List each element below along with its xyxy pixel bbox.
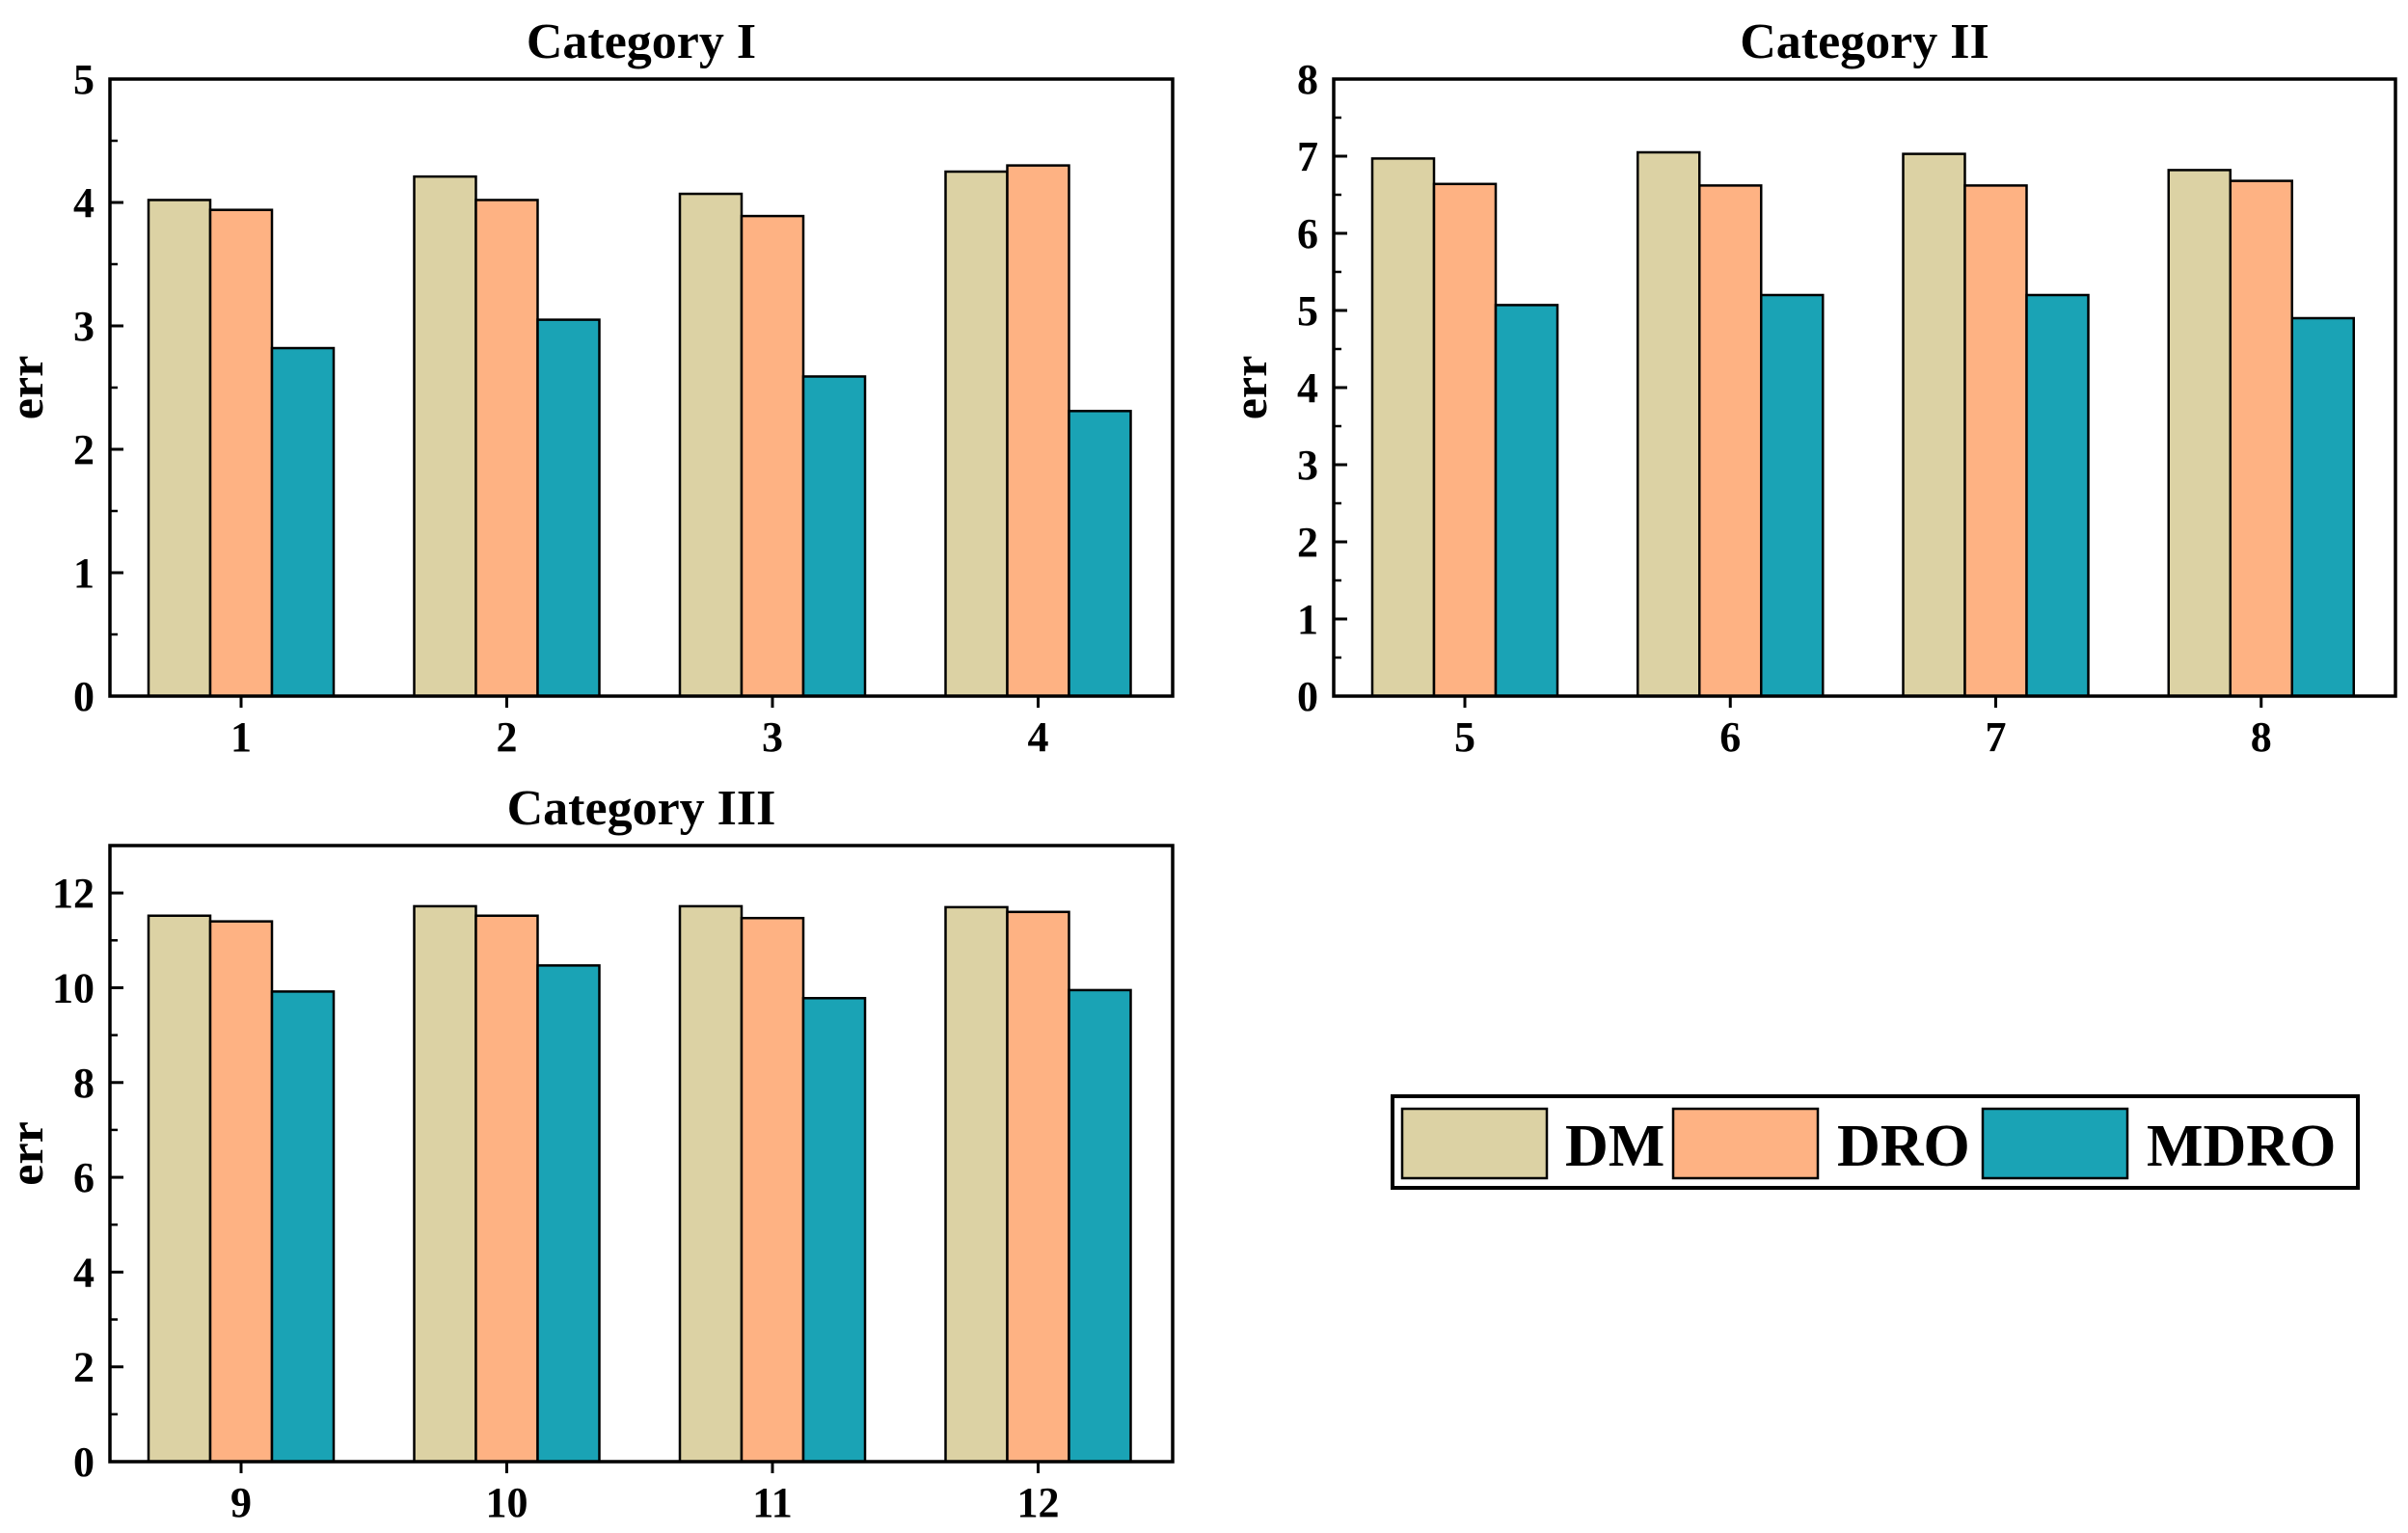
y-tick-label: 4 (73, 179, 95, 227)
y-tick-label: 2 (73, 426, 95, 473)
bar-mdro-10 (536, 964, 601, 1464)
x-tick-label: 9 (230, 1479, 252, 1526)
chart-title: Category III (507, 781, 776, 836)
y-axis-label: err (0, 1121, 53, 1186)
bar-mdro-4 (1068, 410, 1132, 698)
y-tick-label: 3 (1297, 442, 1318, 489)
bar-dm-7 (1902, 152, 1966, 698)
bar-dro-1 (208, 208, 274, 698)
bar-dm-3 (678, 192, 744, 698)
bar-dro-10 (474, 914, 539, 1464)
y-tick-label: 1 (73, 550, 95, 597)
y-tick-label: 0 (73, 1439, 95, 1486)
y-axis-label: err (1223, 356, 1277, 420)
bar-dro-2 (474, 199, 539, 698)
bar-dro-7 (1963, 184, 2028, 698)
y-tick-label: 3 (73, 303, 95, 350)
bar-dm-2 (413, 175, 477, 698)
bar-mdro-7 (2025, 293, 2090, 698)
chart-title: Category I (527, 14, 756, 69)
y-tick-label: 1 (1297, 596, 1318, 643)
y-tick-label: 8 (73, 1060, 95, 1107)
y-tick-label: 10 (52, 964, 95, 1011)
x-tick-label: 1 (230, 713, 252, 761)
plot-frame (108, 77, 1175, 698)
bar-mdro-11 (801, 997, 867, 1464)
bar-mdro-6 (1760, 293, 1825, 698)
legend-swatch-dm (1400, 1107, 1549, 1180)
plot-frame (108, 844, 1175, 1464)
bar-dm-1 (147, 199, 212, 698)
legend-label-mdro: MDRO (2147, 1114, 2336, 1179)
bar-dro-8 (2229, 179, 2293, 698)
chart-title: Category II (1740, 14, 1989, 69)
bar-mdro-8 (2290, 316, 2355, 698)
bar-mdro-3 (801, 375, 867, 698)
y-tick-label: 0 (73, 673, 95, 720)
plot-frame (1332, 77, 2397, 698)
bar-dm-11 (678, 904, 744, 1464)
bar-dm-6 (1637, 150, 1701, 698)
x-tick-label: 8 (2251, 713, 2272, 761)
bar-dro-4 (1006, 164, 1070, 698)
bar-dro-6 (1698, 184, 1763, 698)
y-tick-label: 5 (73, 56, 95, 103)
y-tick-label: 6 (1297, 210, 1318, 257)
x-tick-label: 12 (1017, 1479, 1060, 1526)
bar-dm-10 (413, 904, 477, 1464)
bar-dro-12 (1006, 910, 1070, 1464)
y-tick-label: 5 (1297, 287, 1318, 335)
x-tick-label: 6 (1719, 713, 1741, 761)
y-tick-label: 12 (52, 870, 95, 917)
bar-dro-9 (208, 920, 274, 1464)
bar-dro-11 (740, 916, 805, 1464)
bar-dro-3 (740, 214, 805, 698)
bar-dm-4 (944, 170, 1009, 698)
bar-mdro-1 (270, 346, 336, 698)
chart-panel-2: Category II err 0 1 2 3 4 5 6 7 8 5 6 7 8 (1223, 14, 2397, 761)
x-tick-label: 5 (1454, 713, 1475, 761)
chart-panel-1: Category I err 0 1 2 3 4 5 1 2 3 4 (0, 14, 1175, 761)
bar-dm-12 (944, 905, 1009, 1464)
legend-label-dm: DM (1565, 1114, 1664, 1179)
legend-swatch-dro (1671, 1107, 1820, 1180)
bar-dm-9 (147, 914, 212, 1464)
chart-panel-3: Category III err 0 2 4 6 8 10 12 9 10 11 12 (0, 781, 1175, 1526)
x-tick-label: 7 (1986, 713, 2007, 761)
x-tick-label: 4 (1028, 713, 1049, 761)
y-tick-label: 4 (73, 1249, 95, 1296)
y-tick-label: 0 (1297, 673, 1318, 720)
y-tick-label: 2 (73, 1344, 95, 1391)
bar-dro-5 (1432, 182, 1498, 698)
legend-label-dro: DRO (1837, 1114, 1970, 1179)
bar-mdro-2 (536, 318, 601, 698)
bar-mdro-5 (1494, 304, 1559, 698)
x-tick-label: 2 (497, 713, 518, 761)
y-tick-label: 4 (1297, 364, 1318, 412)
legend-swatch-mdro (1981, 1107, 2129, 1180)
x-tick-label: 11 (752, 1479, 793, 1526)
y-tick-label: 8 (1297, 56, 1318, 103)
y-axis-label: err (0, 356, 53, 420)
y-tick-label: 2 (1297, 519, 1318, 566)
x-tick-label: 3 (762, 713, 783, 761)
bar-dm-5 (1370, 157, 1436, 698)
x-tick-label: 10 (486, 1479, 528, 1526)
bar-dm-8 (2167, 169, 2232, 698)
legend-box (1391, 1094, 2360, 1190)
bar-mdro-12 (1068, 988, 1132, 1464)
legend: DM DRO MDRO (1391, 1094, 2360, 1190)
y-tick-label: 7 (1297, 133, 1318, 180)
bar-mdro-9 (270, 990, 336, 1464)
y-tick-label: 6 (73, 1154, 95, 1201)
